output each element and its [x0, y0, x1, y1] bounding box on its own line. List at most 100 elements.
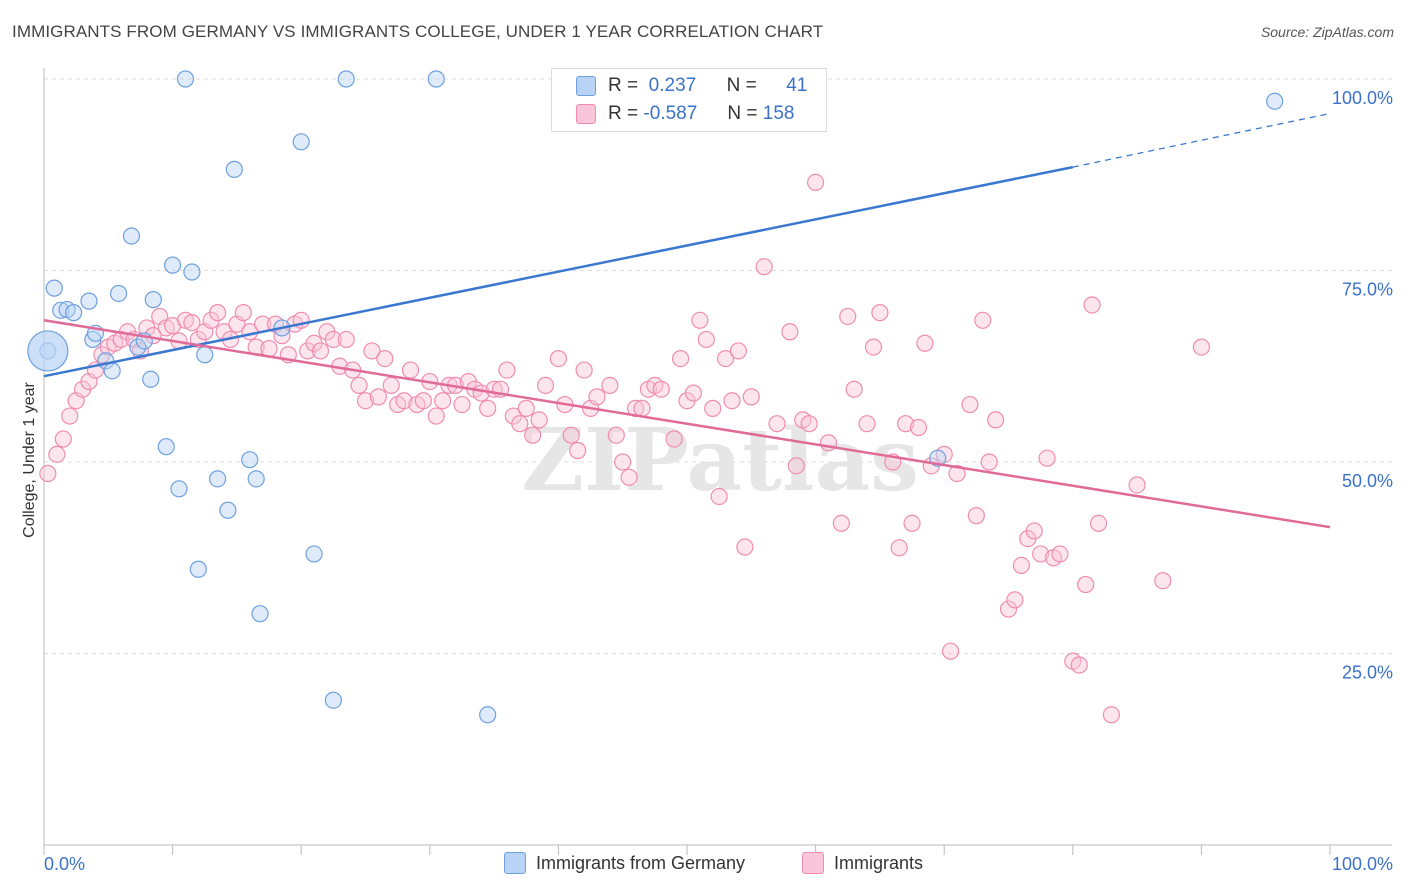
point-immigrants: [781, 323, 799, 341]
point-immigrants: [183, 313, 201, 332]
point-immigrants: [916, 334, 934, 352]
legend-r-value: -0.587: [643, 103, 698, 124]
legend-r-value: 0.237: [648, 75, 697, 96]
trendline-germany: [43, 165, 1074, 378]
point-germany: [183, 263, 201, 281]
point-germany: [144, 291, 162, 309]
legend-n-label: N =: [726, 75, 757, 96]
point-immigrants: [987, 411, 1005, 429]
point-immigrants: [369, 388, 387, 406]
point-immigrants: [742, 388, 760, 406]
point-immigrants: [697, 330, 715, 349]
point-immigrants: [234, 304, 252, 322]
point-immigrants: [434, 392, 452, 410]
point-immigrants: [633, 399, 651, 417]
point-immigrants: [704, 399, 722, 417]
bottom-legend-label: Immigrants: [834, 852, 924, 873]
point-immigrants: [209, 304, 227, 322]
y-tick-label: 75.0%: [1342, 280, 1393, 300]
point-immigrants: [54, 430, 72, 448]
point-immigrants: [311, 342, 330, 360]
x-tick-label: 100.0%: [1332, 854, 1393, 874]
point-immigrants: [755, 258, 773, 276]
point-immigrants: [1089, 514, 1108, 532]
legend-row-immigrants: R = -0.587 N = 158: [576, 101, 794, 127]
point-germany: [427, 70, 445, 88]
legend-r-label: R =: [608, 75, 639, 96]
point-immigrants: [1032, 545, 1050, 563]
y-tick-label: 25.0%: [1342, 663, 1393, 683]
point-immigrants: [1025, 522, 1043, 540]
point-immigrants: [614, 453, 632, 471]
point-immigrants: [839, 307, 857, 326]
point-germany: [45, 279, 63, 297]
point-immigrants: [787, 457, 805, 475]
point-germany: [109, 284, 128, 303]
point-germany: [142, 370, 160, 388]
point-immigrants: [350, 376, 368, 394]
point-immigrants: [549, 349, 568, 368]
point-immigrants: [832, 514, 850, 532]
point-immigrants: [427, 407, 445, 425]
point-germany: [225, 160, 243, 178]
point-immigrants: [1006, 591, 1024, 609]
legend-swatch-pink: [576, 104, 596, 124]
source-label: Source: ZipAtlas.com: [1260, 24, 1394, 40]
point-immigrants: [575, 361, 593, 379]
point-germany: [176, 70, 195, 88]
point-immigrants: [716, 349, 735, 368]
point-immigrants: [806, 173, 825, 192]
point-immigrants: [723, 392, 741, 410]
point-germany: [292, 133, 310, 151]
legend-row-germany: R = 0.237 N = 41: [576, 73, 807, 99]
point-germany: [251, 605, 269, 623]
legend-n-label: N =: [727, 103, 758, 124]
point-immigrants: [337, 330, 355, 349]
point-germany: [170, 480, 188, 498]
point-germany: [80, 292, 98, 310]
point-immigrants: [530, 411, 548, 429]
point-immigrants: [897, 415, 915, 433]
point-germany: [103, 362, 121, 380]
point-immigrants: [395, 392, 413, 410]
point-immigrants: [1102, 706, 1120, 724]
point-immigrants: [562, 426, 580, 444]
point-immigrants: [414, 392, 432, 410]
point-immigrants: [948, 464, 966, 483]
bottom-legend-swatch-blue: [504, 852, 526, 874]
point-immigrants: [1083, 296, 1101, 314]
point-immigrants: [479, 399, 497, 417]
point-immigrants: [665, 430, 683, 448]
point-immigrants: [382, 376, 400, 394]
point-immigrants: [164, 317, 182, 335]
point-germany: [129, 338, 147, 356]
point-germany: [196, 346, 214, 364]
point-immigrants: [652, 380, 670, 398]
stats-legend: R = 0.237 N = 41 R = -0.587 N = 158: [551, 68, 827, 132]
bottom-legend-swatch-pink: [802, 852, 824, 874]
point-germany: [337, 70, 355, 88]
legend-r-label: R =: [608, 103, 639, 124]
point-immigrants: [48, 445, 66, 463]
point-germany: [1266, 92, 1284, 110]
point-germany: [247, 470, 265, 488]
point-immigrants: [942, 642, 960, 660]
point-immigrants: [376, 349, 394, 368]
point-immigrants: [845, 380, 863, 398]
point-germany: [157, 438, 175, 456]
point-immigrants: [601, 376, 619, 394]
point-immigrants: [363, 342, 381, 360]
point-immigrants: [498, 361, 516, 379]
point-germany: [189, 560, 207, 578]
point-germany: [324, 691, 342, 709]
point-immigrants: [671, 349, 690, 368]
y-tick-label: 50.0%: [1342, 471, 1393, 491]
point-germany: [219, 501, 237, 519]
point-immigrants: [536, 376, 555, 394]
point-immigrants: [691, 311, 709, 329]
point-germany: [305, 545, 323, 563]
trendline-germany-extension: [1072, 112, 1331, 168]
point-germany: [64, 304, 83, 322]
point-immigrants: [890, 539, 908, 557]
